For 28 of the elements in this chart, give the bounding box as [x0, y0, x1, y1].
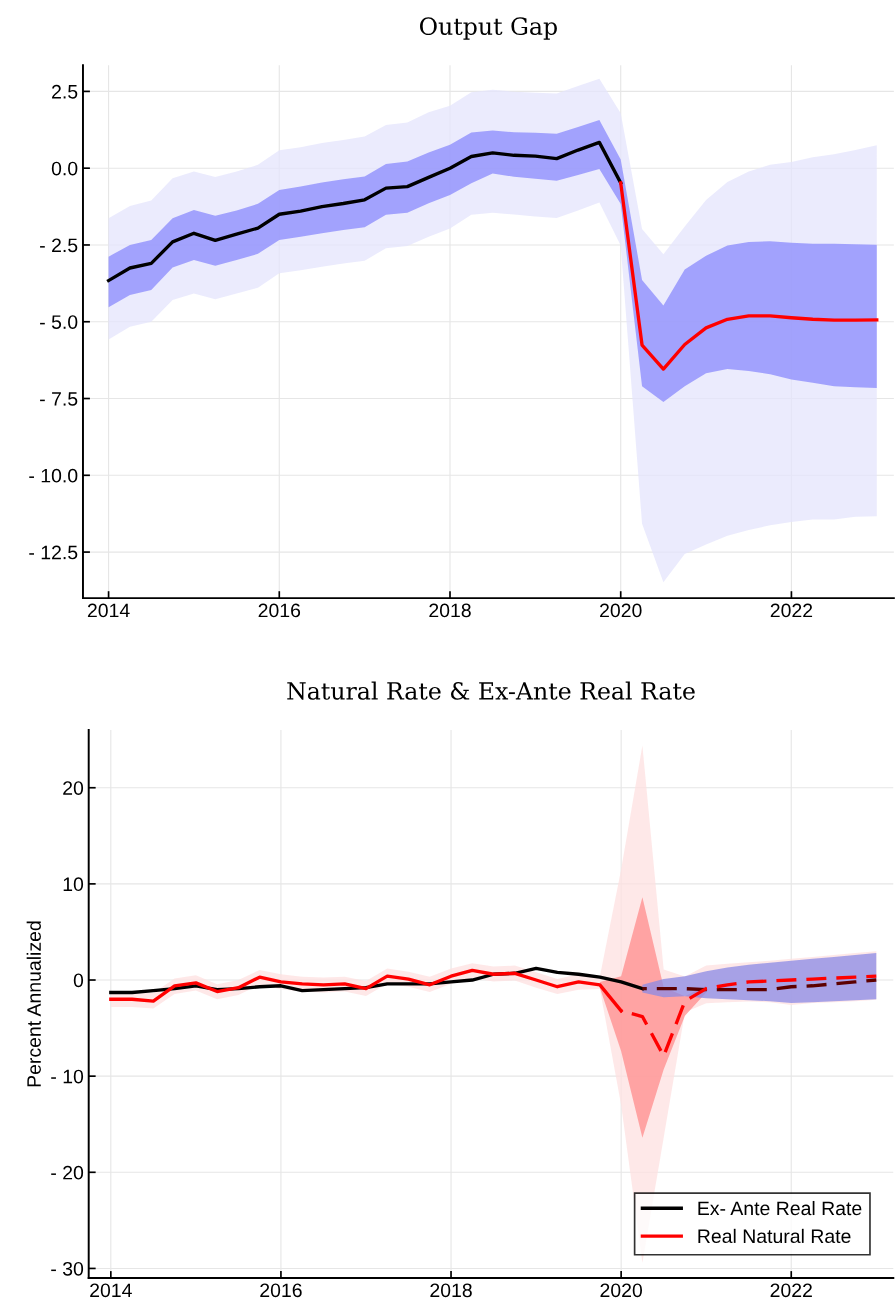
x-tick-label: 2022	[770, 603, 813, 618]
x-tick-label: 2018	[430, 1283, 472, 1298]
x-tick-label: 2016	[260, 1283, 302, 1298]
y-tick-label: 0	[73, 973, 84, 988]
legend-label: Real Natural Rate	[698, 1228, 851, 1244]
y-tick-label: 10	[63, 877, 84, 892]
x-tick-label: 2022	[770, 1283, 812, 1298]
x-tick-label: 2014	[87, 603, 130, 618]
chart-title: Natural Rate & Ex-Ante Real Rate	[287, 681, 695, 700]
chart-title: Output Gap	[420, 17, 557, 40]
y-tick-label: 2.5	[52, 84, 78, 99]
x-tick-label: 2018	[429, 603, 471, 618]
y-tick-label: 20	[63, 781, 84, 795]
y-axis-title: Percent Annualized	[26, 921, 41, 1087]
y-tick-label: - 5.0	[40, 315, 78, 329]
y-tick-label: 0.0	[51, 161, 78, 176]
y-tick-label: - 2.5	[40, 238, 78, 253]
x-tick-label: 2020	[600, 603, 642, 618]
y-tick-label: - 7.5	[40, 392, 78, 406]
y-tick-label: - 10.0	[29, 468, 78, 483]
y-tick-label: - 12.5	[29, 545, 78, 560]
y-tick-label: - 20	[51, 1165, 84, 1180]
x-tick-label: 2016	[258, 603, 301, 618]
y-tick-label: - 30	[51, 1261, 84, 1276]
x-tick-label: 2014	[90, 1283, 132, 1298]
x-tick-label: 2020	[600, 1283, 643, 1298]
y-tick-label: - 10	[51, 1069, 84, 1084]
legend-label: Ex- Ante Real Rate	[698, 1200, 862, 1216]
